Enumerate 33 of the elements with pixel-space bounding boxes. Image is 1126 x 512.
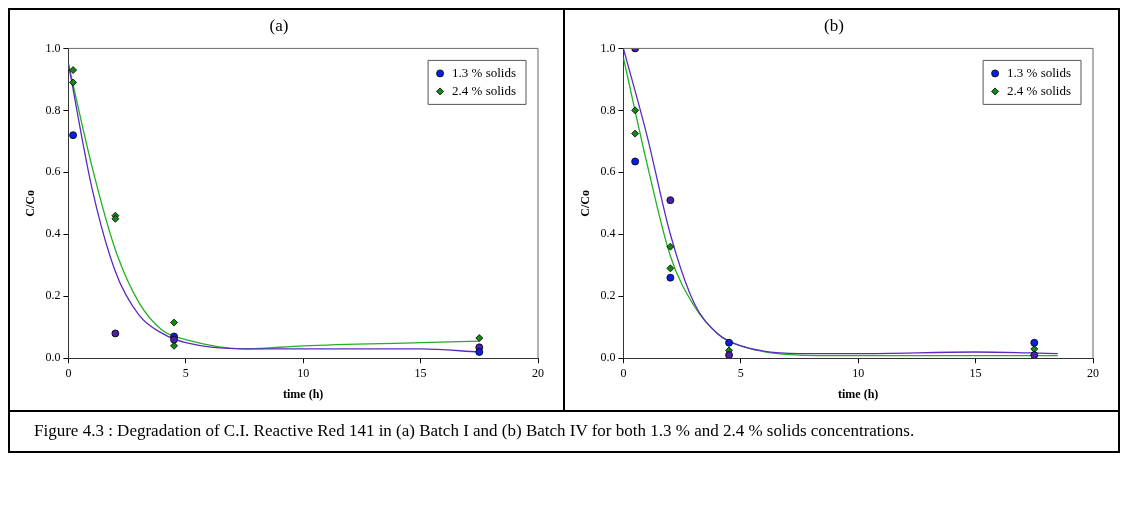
y-tick-label: 0.2 [600,288,616,303]
x-tick-label: 20 [532,365,544,380]
x-tick-label: 0 [65,365,72,380]
chart-title: (a) [269,15,289,35]
x-tick-label: 10 [297,365,310,380]
x-axis-title: time (h) [283,386,324,401]
y-tick-label: 1.0 [45,40,61,55]
y-axis-title: C/Co [578,189,593,217]
x-tick-label: 5 [182,365,189,380]
y-tick-label: 0.2 [45,288,61,303]
chart-title: (b) [824,15,844,35]
y-tick-label: 0.0 [45,350,61,365]
x-tick-label: 0 [620,365,627,380]
legend-label: 1.3 % solids [452,64,516,80]
x-tick-label: 5 [737,365,744,380]
legend-label: 2.4 % solids [1007,82,1071,98]
x-tick-label: 20 [1087,365,1099,380]
y-tick-label: 0.6 [600,164,616,179]
y-tick-label: 1.0 [600,40,616,55]
legend-label: 1.3 % solids [1007,64,1071,80]
x-tick-label: 15 [414,365,427,380]
x-tick-label: 15 [969,365,982,380]
caption: Figure 4.3 : Degradation of C.I. Reactive Red 141 in (a) Batch I and (b) Batch IV for both 1.3 % and 2.4 % solids concentrations. [33,420,916,442]
y-tick-label: 0.4 [45,226,61,241]
legend-label: 2.4 % solids [452,82,516,98]
y-tick-label: 0.4 [600,226,616,241]
y-tick-label: 0.0 [600,350,616,365]
y-axis-title: C/Co [23,189,38,217]
y-tick-label: 0.8 [600,102,616,117]
y-tick-label: 0.8 [45,102,61,117]
x-tick-label: 10 [852,365,865,380]
x-axis-title: time (h) [838,386,879,401]
y-tick-label: 0.6 [45,164,61,179]
